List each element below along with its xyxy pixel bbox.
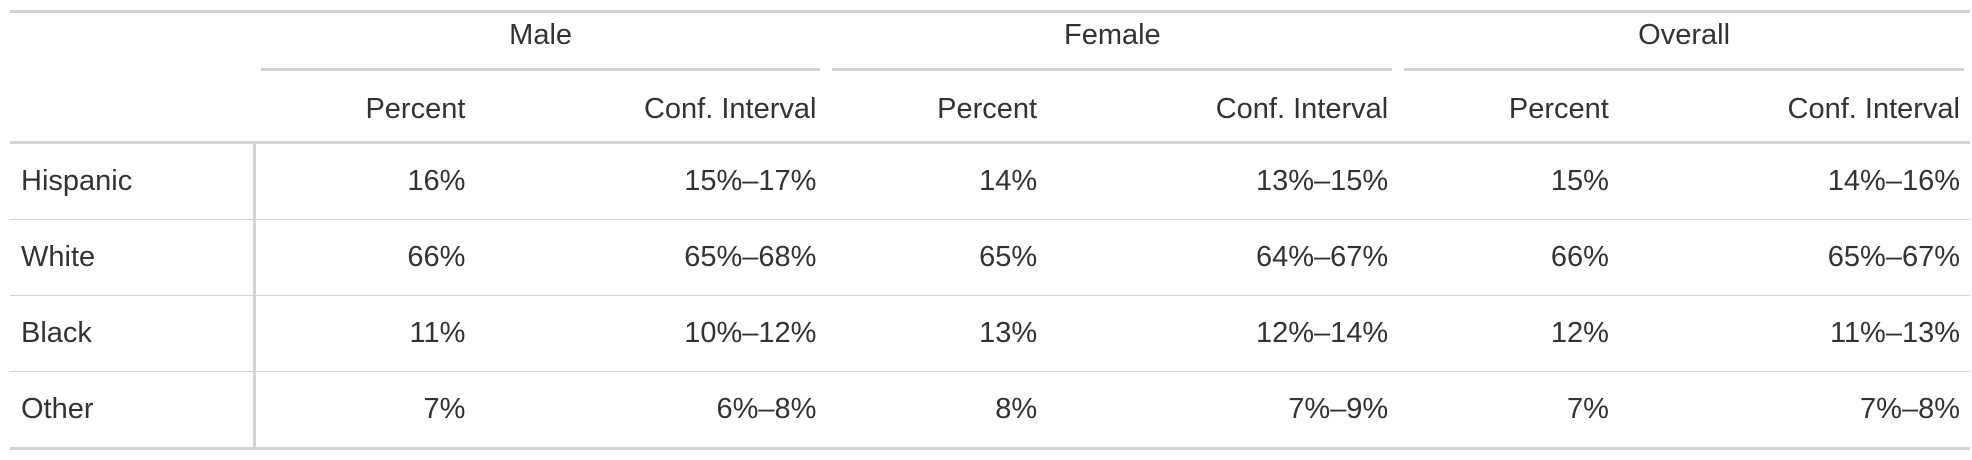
- spanner-label: Overall: [1404, 19, 1964, 71]
- cell-percent: 66%: [1398, 219, 1619, 296]
- column-header-percent: Percent: [254, 77, 476, 144]
- cell-ci: 7%–8%: [1860, 393, 1960, 425]
- cell-percent: 66%: [254, 219, 476, 296]
- row-label: Black: [10, 295, 257, 372]
- row-label: Other: [10, 371, 257, 449]
- cell-percent: 8%: [995, 393, 1038, 425]
- cell-ci: 65%–67%: [1618, 219, 1970, 296]
- cell-percent: 11%: [254, 295, 476, 372]
- table-row: Black 11% 10%–12% 13% 12%–14% 12% 11%–13…: [10, 295, 1970, 372]
- column-header-percent: Percent: [826, 77, 1048, 144]
- cell-percent: 14%: [826, 142, 1048, 220]
- cell-ci: 10%–12%: [475, 295, 827, 372]
- cell-ci: 14%–16%: [1618, 142, 1970, 220]
- column-header-ci: Conf. Interval: [1618, 77, 1970, 144]
- cell-ci: 11%–13%: [1618, 295, 1970, 372]
- column-header-ci: Conf. Interval: [1047, 77, 1399, 144]
- cell-ci: 13%–15%: [1047, 142, 1399, 220]
- data-table: Male Female Overall Percent Conf. Interv…: [10, 10, 1970, 450]
- column-label-row: Percent Conf. Interval Percent Conf. Int…: [10, 77, 1970, 144]
- data-table-container: Male Female Overall Percent Conf. Interv…: [10, 10, 1970, 450]
- cell-ci: 15%–17%: [475, 142, 827, 220]
- cell-percent: 12%: [1398, 295, 1619, 372]
- cell-ci: 64%–67%: [1047, 219, 1399, 296]
- column-header-percent: Percent: [1398, 77, 1619, 144]
- stub-header: [10, 12, 255, 78]
- cell-percent: 13%: [826, 295, 1048, 372]
- stub-column-header: [10, 77, 255, 144]
- table-row: White 66% 65%–68% 65% 64%–67% 66% 65%–67…: [10, 219, 1970, 296]
- cell-percent: 7%: [423, 393, 466, 425]
- cell-percent: 65%: [826, 219, 1048, 296]
- cell-percent: 15%: [1398, 142, 1619, 220]
- spanner-row: Male Female Overall: [10, 12, 1970, 78]
- cell-percent: 16%: [254, 142, 476, 220]
- row-label: White: [10, 219, 257, 296]
- spanner-label: Male: [260, 19, 821, 71]
- cell-percent: 7%: [1566, 393, 1609, 425]
- table-row: Other 7% 6%–8% 8% 7%–9% 7% 7%–8%: [10, 371, 1970, 449]
- cell-ci: 6%–8%: [716, 393, 817, 425]
- spanner-female: Female: [826, 12, 1398, 78]
- table-row: Hispanic 16% 15%–17% 14% 13%–15% 15% 14%…: [10, 142, 1970, 220]
- cell-ci: 65%–68%: [475, 219, 827, 296]
- cell-ci: 12%–14%: [1047, 295, 1399, 372]
- column-header-ci: Conf. Interval: [475, 77, 827, 144]
- row-label: Hispanic: [10, 142, 257, 220]
- table-header: Male Female Overall Percent Conf. Interv…: [10, 12, 1970, 144]
- spanner-male: Male: [255, 12, 827, 78]
- spanner-label: Female: [832, 19, 1393, 71]
- spanner-overall: Overall: [1398, 12, 1970, 78]
- cell-ci: 7%–9%: [1288, 393, 1389, 425]
- table-body: Hispanic 16% 15%–17% 14% 13%–15% 15% 14%…: [10, 142, 1970, 449]
